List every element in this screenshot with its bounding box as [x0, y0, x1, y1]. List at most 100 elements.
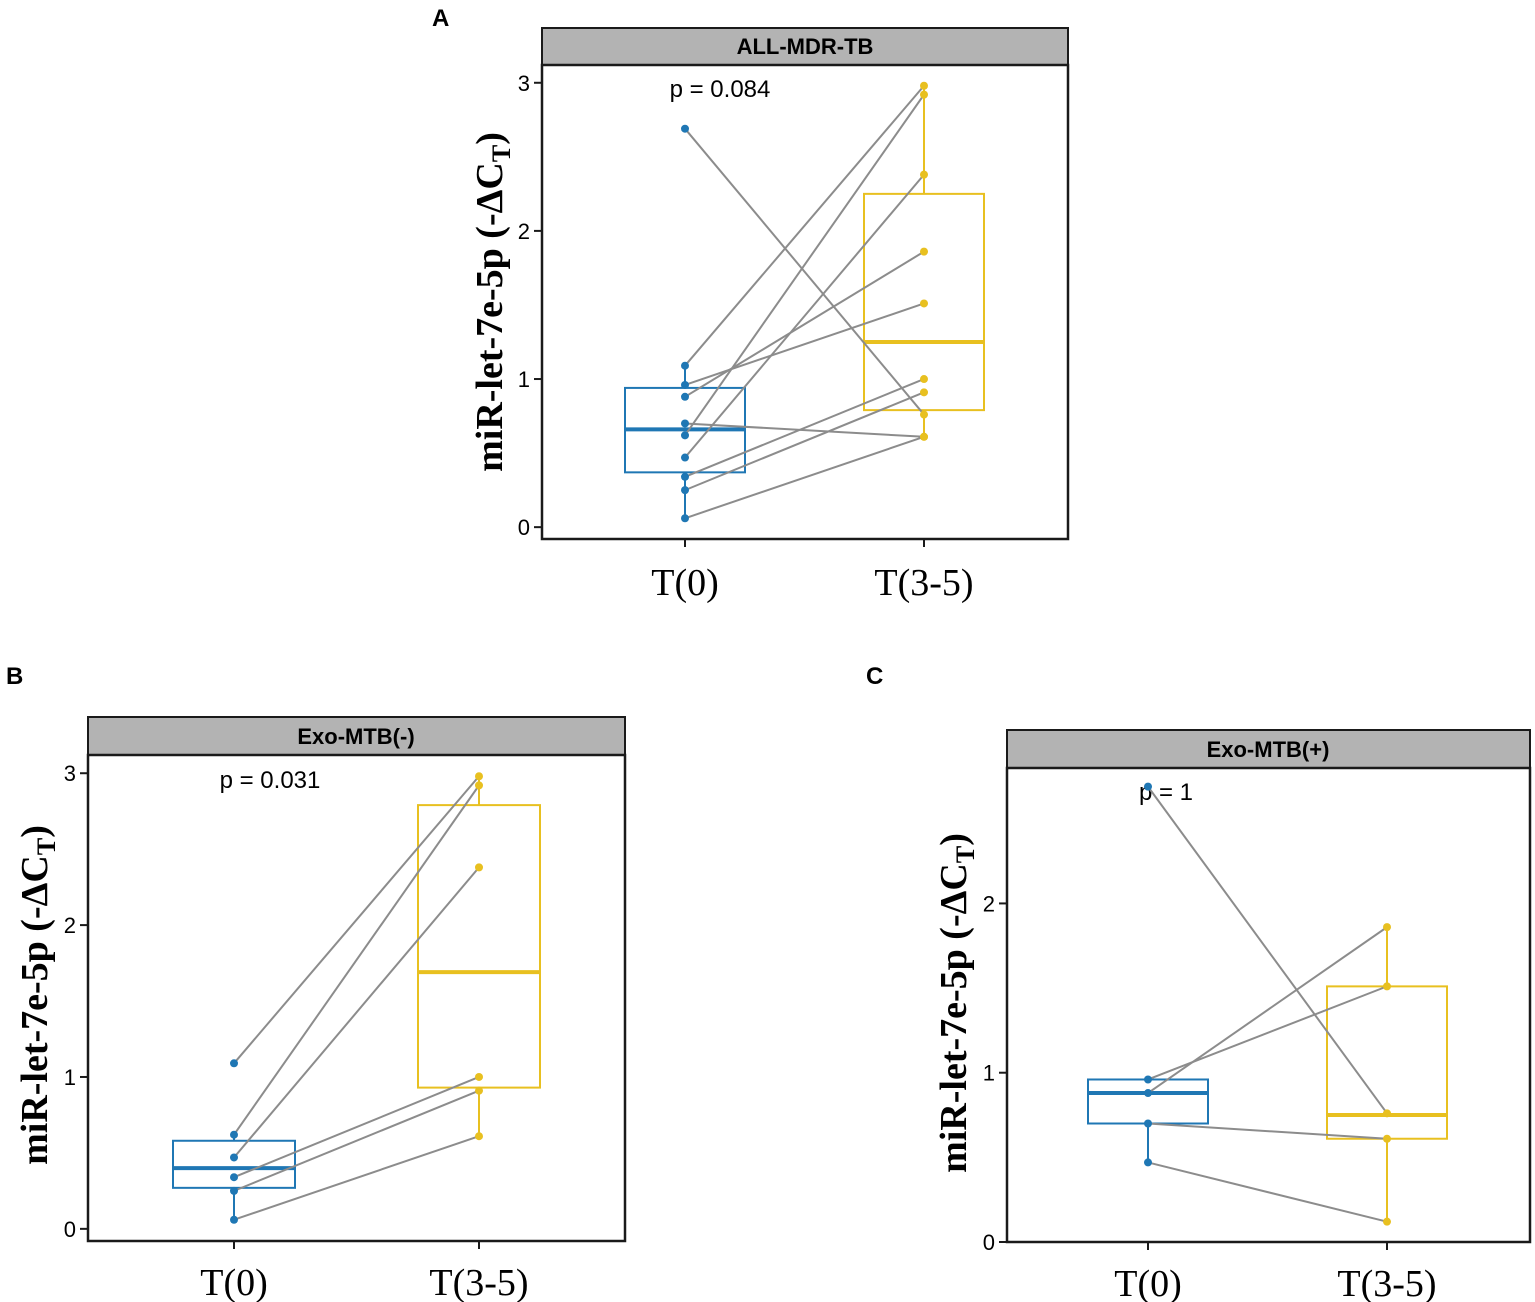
- y-tick-label: 0: [518, 515, 530, 540]
- chart-marks: 0 1 2 3 T(0) T(3-5): [518, 71, 985, 604]
- p-value-annotation: p = 0.031: [220, 767, 321, 794]
- y-tick-label: 0: [64, 1217, 76, 1242]
- paired-line: [1147, 985, 1388, 1081]
- facet-strip: [541, 27, 1069, 66]
- paired-line: [1147, 926, 1388, 1094]
- paired-line: [1147, 1122, 1388, 1140]
- y-tick-label: 2: [518, 219, 530, 244]
- data-point: [920, 388, 928, 397]
- panel-letter: A: [432, 5, 449, 32]
- facet-title: ALL-MDR-TB: [737, 34, 874, 59]
- data-point: [1383, 923, 1391, 932]
- data-point: [475, 772, 483, 781]
- data-point: [475, 1072, 483, 1081]
- data-point: [230, 1153, 238, 1162]
- paired-line: [684, 85, 925, 367]
- data-point: [1144, 1089, 1152, 1098]
- y-axis-label: miR-let-7e-5p (-ΔCT): [14, 825, 61, 1165]
- chart-marks: 0 1 2 T(0) T(3-5): [983, 782, 1448, 1302]
- paired-line: [233, 775, 480, 1064]
- data-point: [681, 380, 689, 389]
- plot-frame: [86, 753, 627, 1243]
- paired-line: [684, 128, 925, 416]
- y-tick-label: 3: [518, 71, 530, 96]
- data-point: [920, 81, 928, 90]
- data-point: [230, 1173, 238, 1182]
- data-point: [1383, 1217, 1391, 1226]
- data-point: [230, 1130, 238, 1139]
- data-point: [681, 453, 689, 462]
- x-tick-label: T(0): [1114, 1263, 1182, 1302]
- paired-line: [233, 1089, 480, 1192]
- paired-line: [1147, 1161, 1388, 1223]
- p-value-annotation: p = 0.084: [670, 76, 771, 103]
- data-point: [1144, 782, 1152, 791]
- data-point: [1144, 1119, 1152, 1128]
- y-tick-label: 2: [983, 891, 995, 916]
- y-tick-label: 0: [983, 1230, 995, 1255]
- data-point: [230, 1186, 238, 1195]
- y-tick-label: 1: [983, 1061, 995, 1086]
- facet-strip: [1006, 729, 1531, 769]
- data-point: [681, 514, 689, 523]
- paired-line: [233, 1076, 480, 1179]
- data-point: [681, 419, 689, 428]
- panel-c: C Exo-MTB(+) p = 1 miR-let-7e-5p (-ΔCT) …: [866, 663, 1532, 1302]
- y-tick-label: 1: [518, 367, 530, 392]
- data-point: [920, 432, 928, 441]
- data-point: [681, 124, 689, 133]
- facet-title: Exo-MTB(-): [297, 724, 414, 749]
- paired-line: [684, 435, 925, 520]
- paired-line: [684, 391, 925, 492]
- paired-line: [684, 173, 925, 459]
- paired-line: [684, 302, 925, 386]
- box: [863, 192, 985, 412]
- paired-line: [684, 250, 925, 398]
- x-tick-label: T(3-5): [429, 1262, 528, 1302]
- data-point: [681, 431, 689, 440]
- data-point: [681, 472, 689, 481]
- data-point: [1383, 982, 1391, 991]
- data-point: [1144, 1075, 1152, 1084]
- data-point: [920, 90, 928, 99]
- data-point: [920, 170, 928, 179]
- plot-frame: [1005, 766, 1532, 1244]
- panel-a: A ALL-MDR-TB p = 0.084 miR-let-7e-5p (-Δ…: [432, 5, 1070, 604]
- panel-letter: B: [6, 663, 23, 690]
- data-point: [475, 1132, 483, 1141]
- paired-line: [684, 422, 925, 438]
- panel-b: B Exo-MTB(-) p = 0.031 miR-let-7e-5p (-Δ…: [6, 663, 627, 1302]
- y-tick-label: 2: [64, 913, 76, 938]
- data-point: [920, 375, 928, 384]
- paired-line: [684, 378, 925, 478]
- y-tick-label: 3: [64, 761, 76, 786]
- paired-line: [1147, 786, 1388, 1114]
- y-tick-label: 1: [64, 1065, 76, 1090]
- data-point: [230, 1215, 238, 1224]
- paired-line: [233, 1135, 480, 1221]
- panel-letter: C: [866, 663, 883, 690]
- data-point: [681, 361, 689, 370]
- data-point: [475, 1086, 483, 1095]
- x-tick-label: T(3-5): [874, 562, 973, 604]
- paired-line: [233, 784, 480, 1136]
- y-axis-label: miR-let-7e-5p (-ΔCT): [933, 833, 980, 1173]
- x-tick-label: T(3-5): [1337, 1263, 1436, 1302]
- x-tick-label: T(0): [200, 1262, 268, 1302]
- data-point: [920, 299, 928, 308]
- facet-title: Exo-MTB(+): [1207, 737, 1330, 762]
- data-point: [1144, 1158, 1152, 1167]
- data-point: [681, 486, 689, 495]
- data-point: [475, 863, 483, 872]
- data-point: [1383, 1109, 1391, 1118]
- data-point: [920, 410, 928, 419]
- paired-line: [233, 866, 480, 1159]
- x-tick-label: T(0): [651, 562, 719, 604]
- data-point: [1383, 1134, 1391, 1143]
- data-point: [230, 1059, 238, 1068]
- plot-frame: [540, 63, 1070, 541]
- data-point: [475, 781, 483, 790]
- paired-line: [684, 94, 925, 436]
- data-point: [681, 392, 689, 401]
